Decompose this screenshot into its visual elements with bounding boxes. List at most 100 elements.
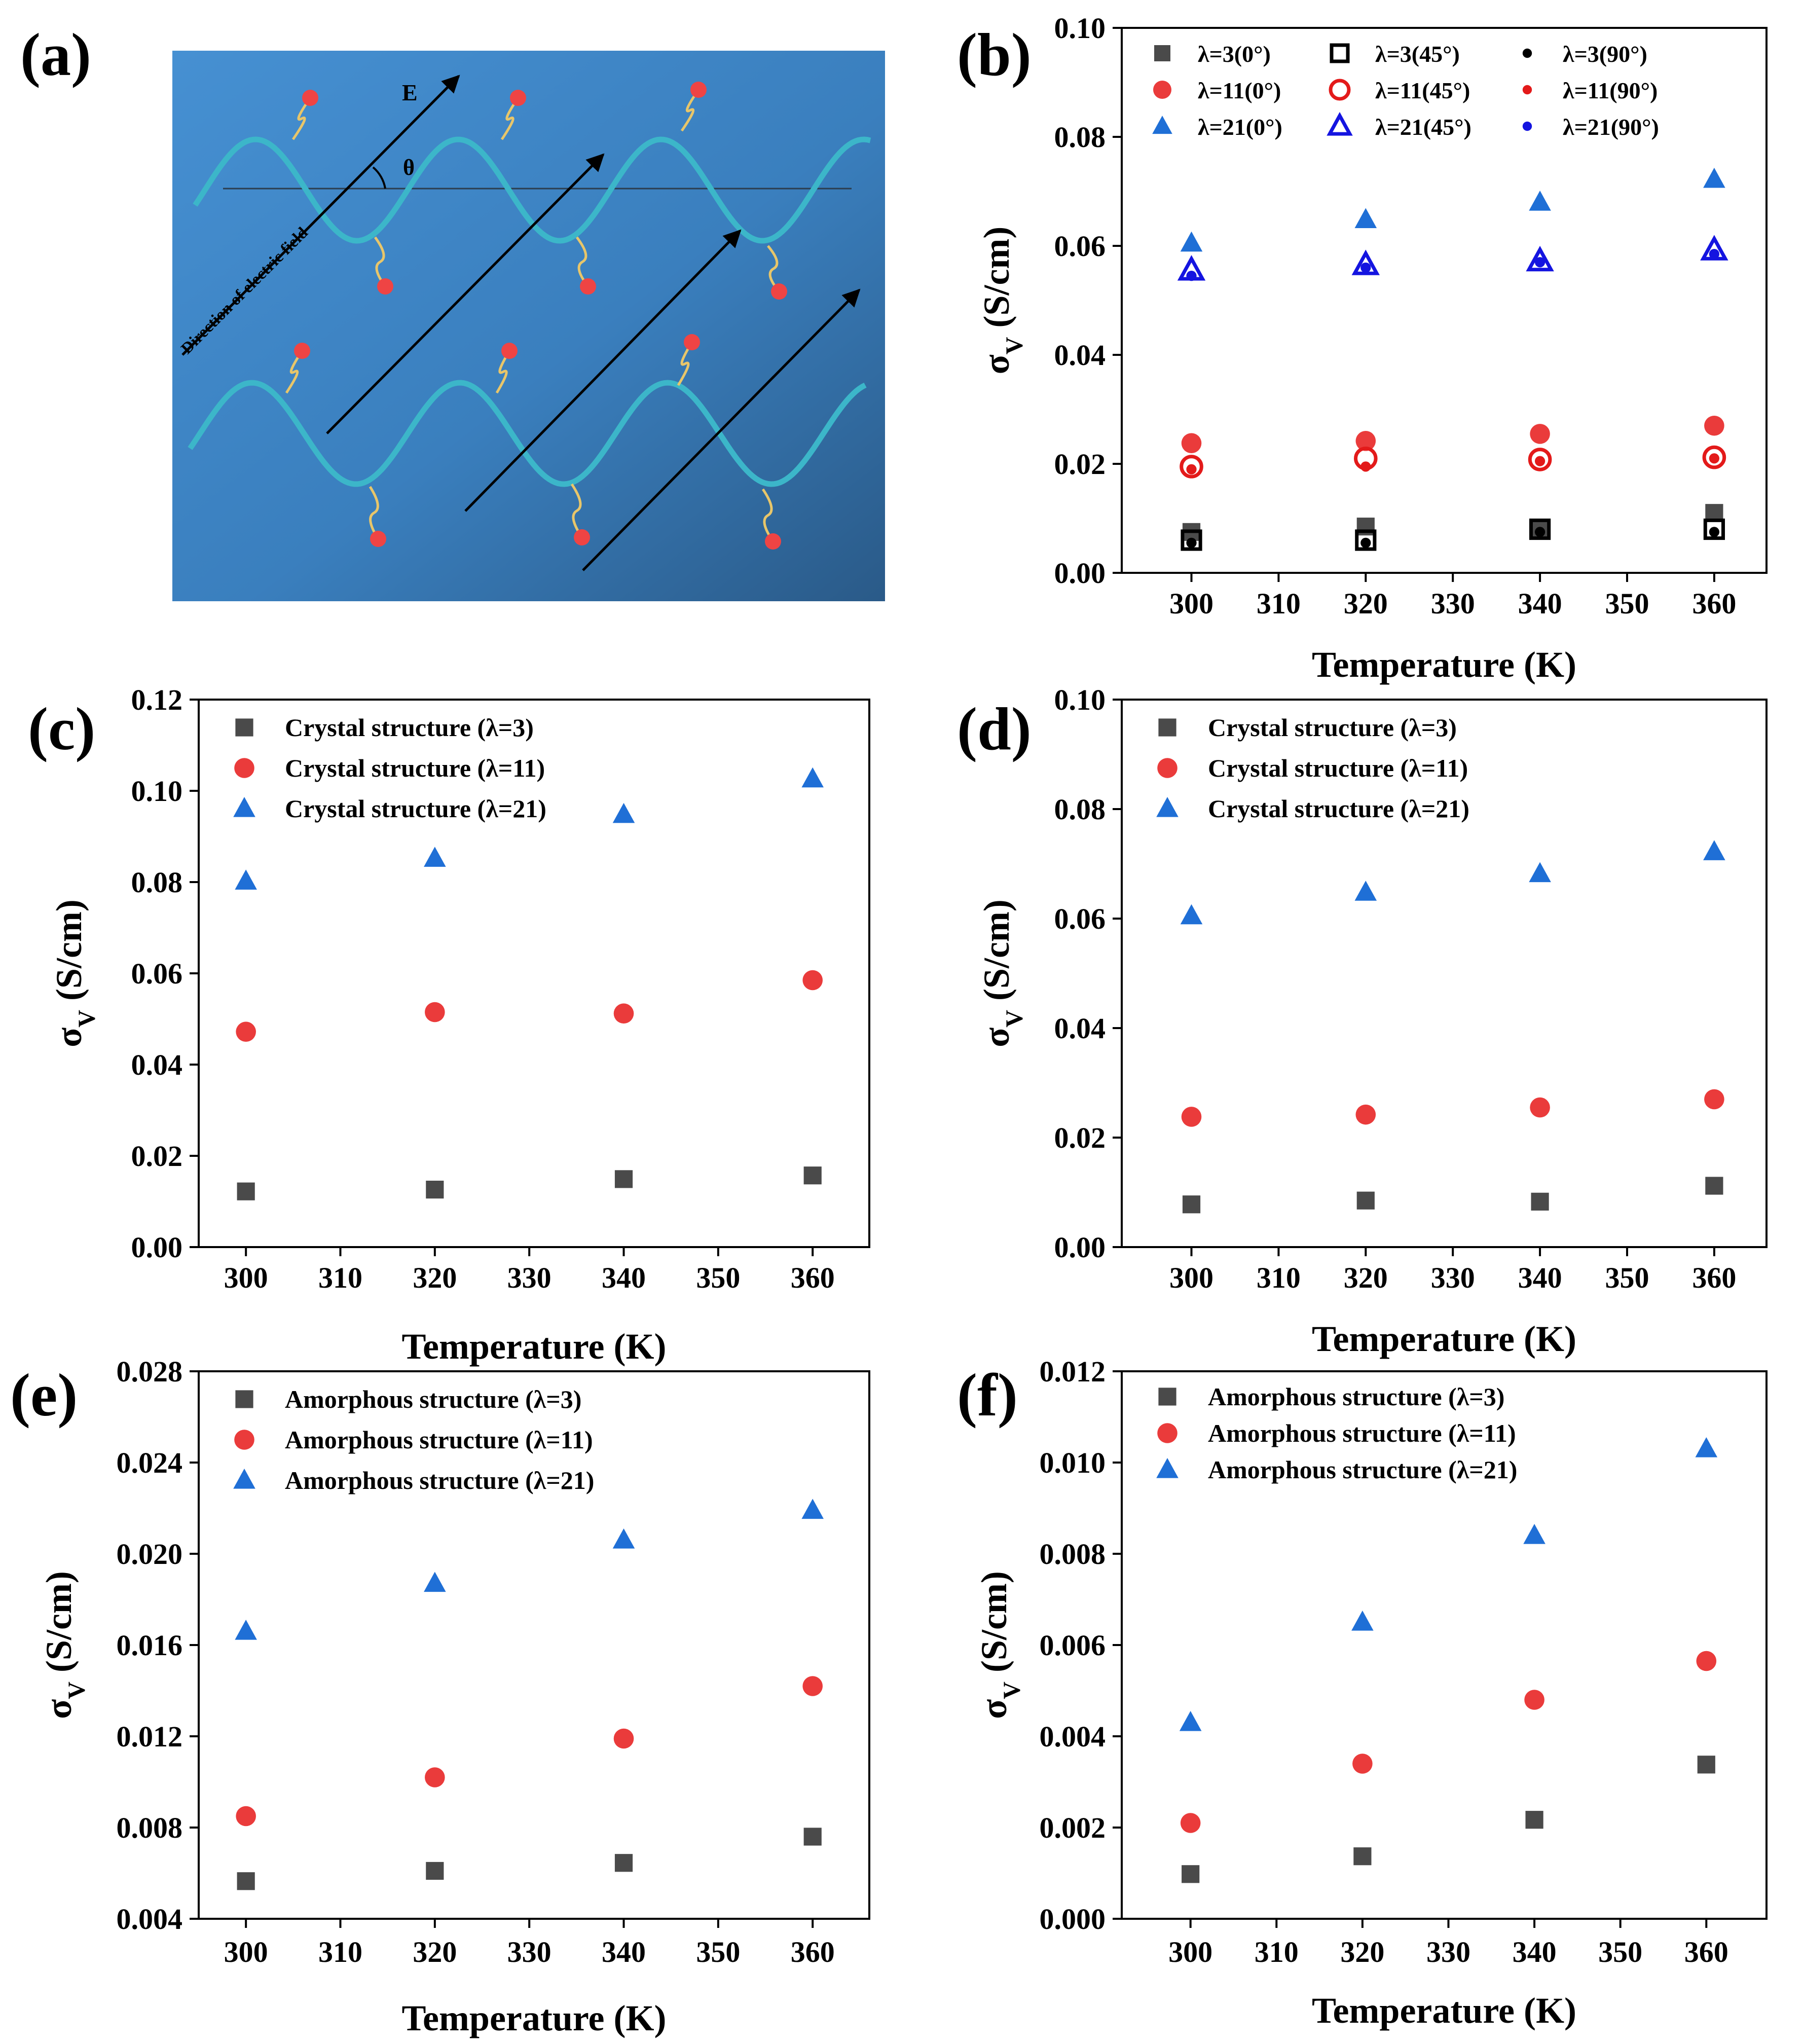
x-tick-label: 300: [1169, 1261, 1213, 1294]
legend: Crystal structure (λ=3) Crystal structure…: [1156, 713, 1469, 823]
y-tick-label: 0.00: [131, 1231, 183, 1264]
side-chain: [570, 483, 583, 538]
x-axis-title: Temperature (K): [402, 1326, 667, 1367]
data-point: [1534, 456, 1546, 466]
legend-marker: [234, 1430, 254, 1450]
x-tick-label: 330: [1431, 587, 1475, 620]
chart-panel-e: (e) 300 310 320 330 340 350 360 0.004 0.008 0.012 0…: [10, 1355, 870, 2038]
legend-label: λ=21(90°): [1563, 114, 1659, 140]
data-point: [1530, 424, 1550, 444]
legend-marker: [1330, 43, 1350, 63]
side-chain: [767, 245, 780, 293]
y-tick-label: 0.10: [1054, 683, 1106, 716]
series-3: [1181, 415, 1724, 453]
legend-marker: [1157, 758, 1178, 778]
x-tick-label: 360: [1684, 1936, 1728, 1968]
data-point: [1360, 461, 1371, 472]
series-2: [235, 767, 824, 890]
x-tick-label: 360: [791, 1936, 835, 1968]
data-point: [1530, 1097, 1550, 1118]
legend-marker: [1522, 48, 1532, 58]
legend-label: λ=11(45°): [1375, 78, 1470, 103]
data-point: [1181, 529, 1202, 551]
data-point: [236, 1806, 256, 1827]
y-tick-label: 0.004: [1040, 1720, 1106, 1753]
x-tick-label: 360: [1692, 1261, 1736, 1294]
y-axis-symbol: σ: [39, 1699, 79, 1719]
panel-letter: (e): [10, 1361, 78, 1429]
field-arrow: [326, 153, 605, 434]
data-point: [1182, 1195, 1201, 1214]
data-point: [1355, 1104, 1376, 1125]
x-tick-label: 320: [1344, 587, 1388, 620]
y-tick-label: 0.02: [1054, 1121, 1106, 1154]
x-tick-label: 310: [1255, 1936, 1299, 1968]
x-tick-label: 340: [1518, 1261, 1562, 1294]
data-point: [613, 1003, 634, 1024]
legend-label: Amorphous structure (λ=11): [285, 1426, 593, 1454]
chart-panel-c: (c) 300 310 320 330 340 350 360 0.00 0.02 0.04 0.06…: [28, 683, 870, 1367]
data-point: [237, 1182, 255, 1200]
data-point: [1180, 904, 1203, 925]
side-chain: [374, 236, 387, 287]
data-point: [1180, 455, 1203, 479]
data-point: [1181, 1107, 1202, 1127]
x-tick-label: 320: [1340, 1936, 1384, 1968]
y-axis-subscript: V: [73, 1010, 100, 1028]
plot-frame: [1121, 1370, 1768, 1920]
series-0: [237, 1828, 822, 1890]
series-1: [236, 1676, 823, 1827]
x-tick-label: 330: [507, 1261, 551, 1294]
series-1: [1181, 1089, 1724, 1127]
legend-label: Crystal structure (λ=3): [1208, 713, 1457, 742]
legend: Crystal structure (λ=3) Crystal structure…: [233, 713, 546, 823]
y-tick-label: 0.020: [117, 1538, 183, 1571]
x-tick-label: 300: [224, 1261, 268, 1294]
charge-bead: [510, 90, 526, 106]
y-tick-label: 0.010: [1040, 1446, 1106, 1479]
panel-a-letter: (a): [20, 21, 91, 88]
data-point: [425, 1002, 445, 1023]
field-label: E: [402, 80, 418, 105]
series-8: [1186, 249, 1719, 281]
y-axis-unit: (S/cm): [49, 899, 89, 1010]
data-point: [235, 869, 257, 890]
legend-label: Amorphous structure (λ=3): [1208, 1382, 1504, 1411]
x-axis-title: Temperature (K): [1312, 1319, 1576, 1359]
side-chain: [576, 236, 589, 287]
data-point: [1702, 445, 1726, 469]
y-tick-label: 0.04: [131, 1048, 183, 1081]
data-point: [801, 767, 824, 788]
data-point: [1531, 1192, 1549, 1211]
panel-letter: (b): [957, 21, 1032, 88]
x-tick-label: 330: [507, 1936, 551, 1968]
data-point: [803, 1828, 822, 1846]
data-point: [1355, 529, 1377, 551]
x-tick-label: 340: [602, 1261, 646, 1294]
panel-letter: (c): [28, 695, 95, 762]
x-tick-label: 300: [1169, 587, 1213, 620]
data-point: [1351, 249, 1380, 275]
charge-bead: [580, 278, 596, 295]
x-axis-title: Temperature (K): [1312, 1990, 1576, 2031]
angle-arc: [372, 166, 386, 189]
legend-marker: [1157, 1423, 1178, 1443]
x-tick-label: 350: [1605, 587, 1649, 620]
data-point: [614, 1854, 633, 1872]
data-point: [426, 1181, 444, 1199]
charts: (b) 300 310 320 330 340 350 360 0.00 0.02 0.04 0.06…: [10, 12, 1768, 2038]
data-point: [1360, 262, 1371, 273]
y-axis-unit: (S/cm): [974, 1571, 1014, 1682]
data-point: [802, 970, 823, 991]
x-tick-label: 310: [1257, 1261, 1301, 1294]
data-point: [612, 1528, 635, 1549]
x-tick-label: 340: [1518, 587, 1562, 620]
data-point: [425, 1767, 445, 1787]
legend-marker: [233, 797, 255, 817]
data-point: [1356, 1191, 1375, 1210]
y-tick-label: 0.008: [1040, 1538, 1106, 1571]
y-axis-subscript: V: [1001, 337, 1028, 354]
side-chain: [291, 97, 312, 140]
series-2: [235, 1499, 824, 1640]
